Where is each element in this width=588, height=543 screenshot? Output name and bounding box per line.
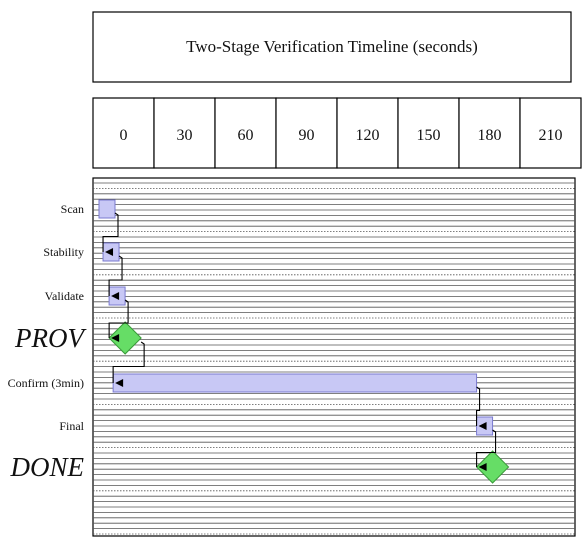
tick-cell: [153, 97, 216, 169]
tick-cell: [458, 97, 521, 169]
tick-cell: [336, 97, 399, 169]
milestone-diamond: [475, 450, 510, 484]
milestone-diamond: [108, 321, 142, 355]
tick-cell: [397, 97, 460, 169]
dependency-arrowhead: [105, 248, 114, 256]
dependency-line: [112, 341, 145, 383]
x-tick-label: 90: [299, 127, 315, 144]
row-labels: Scan Stability Validate PROV Confirm (3min) F…: [8, 202, 88, 482]
dependency-connectors: [102, 212, 497, 471]
dependency-arrowhead: [111, 292, 120, 300]
task-bar: [112, 373, 478, 393]
tick-cell: [519, 97, 582, 169]
tick-cell: [92, 97, 155, 169]
plot-area: [92, 177, 576, 537]
task-label: Stability: [43, 245, 84, 259]
tick-cell: [275, 97, 338, 169]
task-bar: [98, 199, 116, 219]
dependency-line: [476, 429, 497, 467]
dependency-arrowhead: [478, 463, 487, 471]
x-tick-label: 60: [238, 127, 254, 144]
title-box: [92, 11, 572, 83]
x-tick-label: 0: [120, 127, 128, 144]
time-axis-header: 0 30 60 90 120 150 180 210: [92, 97, 582, 169]
dependency-arrowhead: [115, 379, 124, 387]
task-label: Validate: [45, 289, 84, 303]
x-tick-label: 120: [356, 127, 380, 144]
dependency-line: [108, 299, 129, 338]
dependency-line: [476, 386, 481, 426]
dependency-arrowhead: [111, 334, 120, 342]
task-label: Final: [59, 419, 84, 433]
x-tick-label: 210: [539, 127, 563, 144]
dependency-arrowhead: [478, 422, 487, 430]
x-tick-label: 180: [478, 127, 502, 144]
milestone-label: DONE: [10, 452, 85, 482]
x-tick-label: 150: [417, 127, 441, 144]
task-label: Confirm (3min): [8, 376, 84, 390]
dependency-line: [102, 212, 119, 252]
task-marks: [98, 199, 510, 484]
dependency-line: [108, 255, 123, 296]
milestone-label: PROV: [14, 323, 87, 353]
x-tick-label: 30: [177, 127, 193, 144]
grid-lines: [93, 182, 575, 535]
task-label: Scan: [61, 202, 84, 216]
chart-title: Two-Stage Verification Timeline (seconds…: [186, 37, 478, 56]
